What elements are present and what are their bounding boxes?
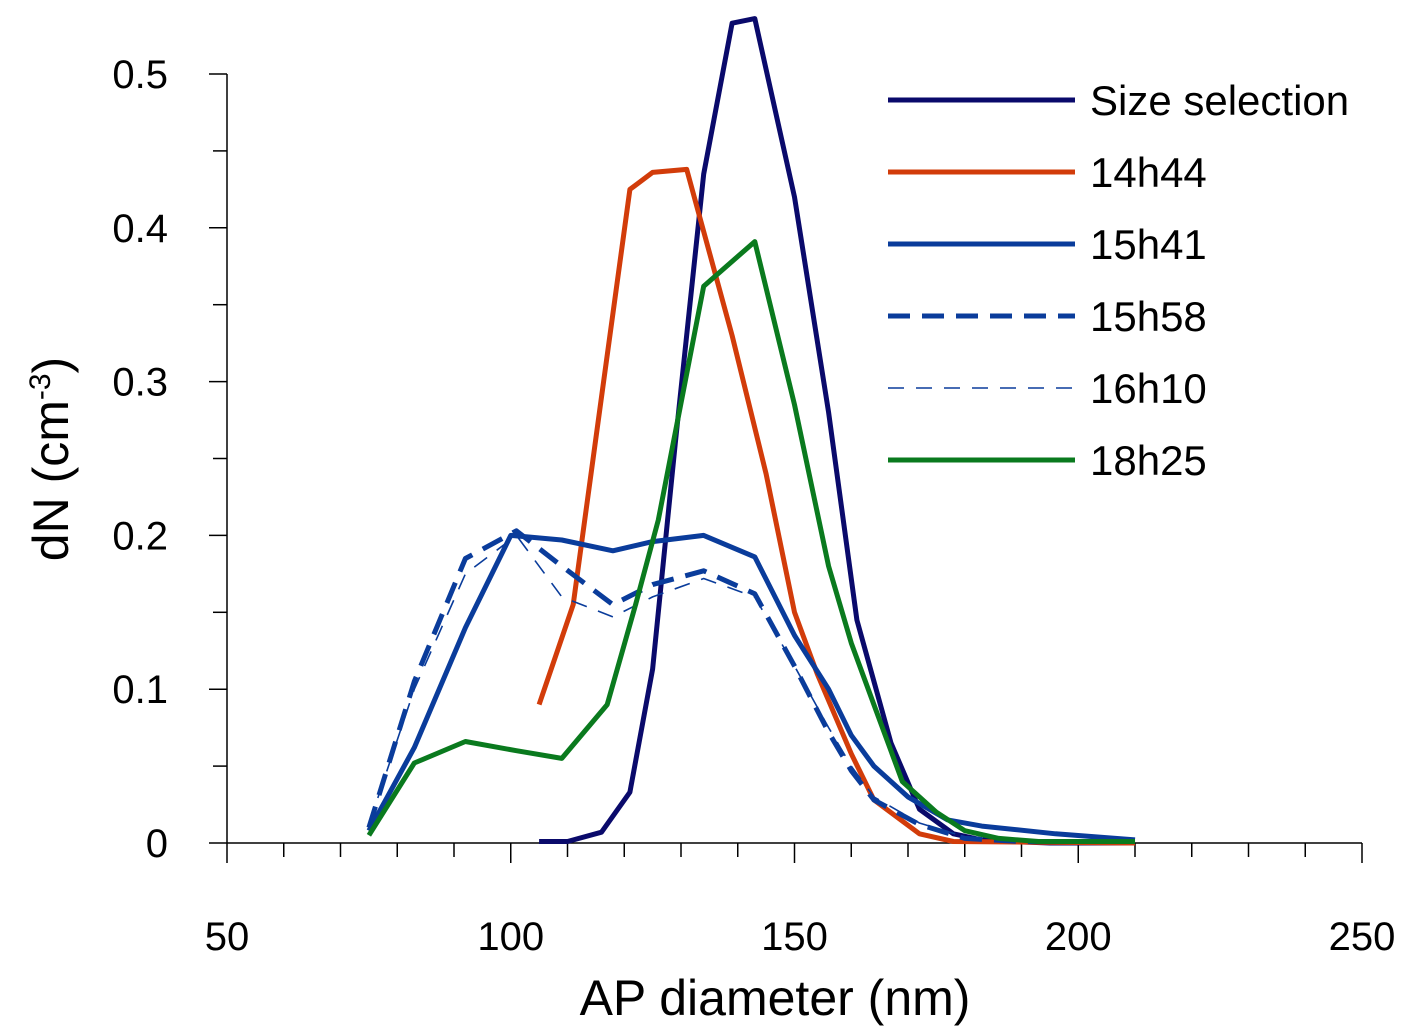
series-line-3 xyxy=(366,528,1135,844)
y-tick-label: 0.4 xyxy=(112,207,168,251)
legend-label: 18h25 xyxy=(1090,437,1207,484)
x-tick-label: 250 xyxy=(1329,915,1396,959)
y-axis-title-sup: -3 xyxy=(24,373,57,400)
legend-label: Size selection xyxy=(1090,77,1349,124)
x-tick-label: 150 xyxy=(761,915,828,959)
y-tick-label: 0.1 xyxy=(112,668,168,712)
x-tick-label: 200 xyxy=(1045,915,1112,959)
y-tick-label: 0.2 xyxy=(112,514,168,558)
series-line-4 xyxy=(368,534,1135,843)
x-axis-title: AP diameter (nm) xyxy=(580,970,971,1026)
y-axis-title: dN (cm-3) xyxy=(23,357,79,561)
plot-area xyxy=(366,16,1136,846)
legend-label: 15h41 xyxy=(1090,221,1207,268)
y-axis-title-main: dN (cm xyxy=(23,400,79,561)
legend-label: 15h58 xyxy=(1090,293,1207,340)
series-line-5 xyxy=(366,239,1135,844)
x-tick-label: 100 xyxy=(477,915,544,959)
legend: Size selection 14h44 15h41 15h58 16h10 18h25 xyxy=(888,77,1349,484)
axes: 50 100 150 200 250 0 0.1 0.2 0.3 0.4 0.5 xyxy=(112,53,1395,959)
y-tick-label: 0.5 xyxy=(112,53,168,97)
series-line-2 xyxy=(366,532,1136,843)
y-axis-title-end: ) xyxy=(23,357,79,374)
y-tick-label: 0 xyxy=(146,822,168,866)
x-tick-label: 50 xyxy=(205,915,250,959)
y-tick-label: 0.3 xyxy=(112,361,168,405)
series-line-1 xyxy=(536,166,1136,846)
legend-label: 16h10 xyxy=(1090,365,1207,412)
legend-label: 14h44 xyxy=(1090,149,1207,196)
